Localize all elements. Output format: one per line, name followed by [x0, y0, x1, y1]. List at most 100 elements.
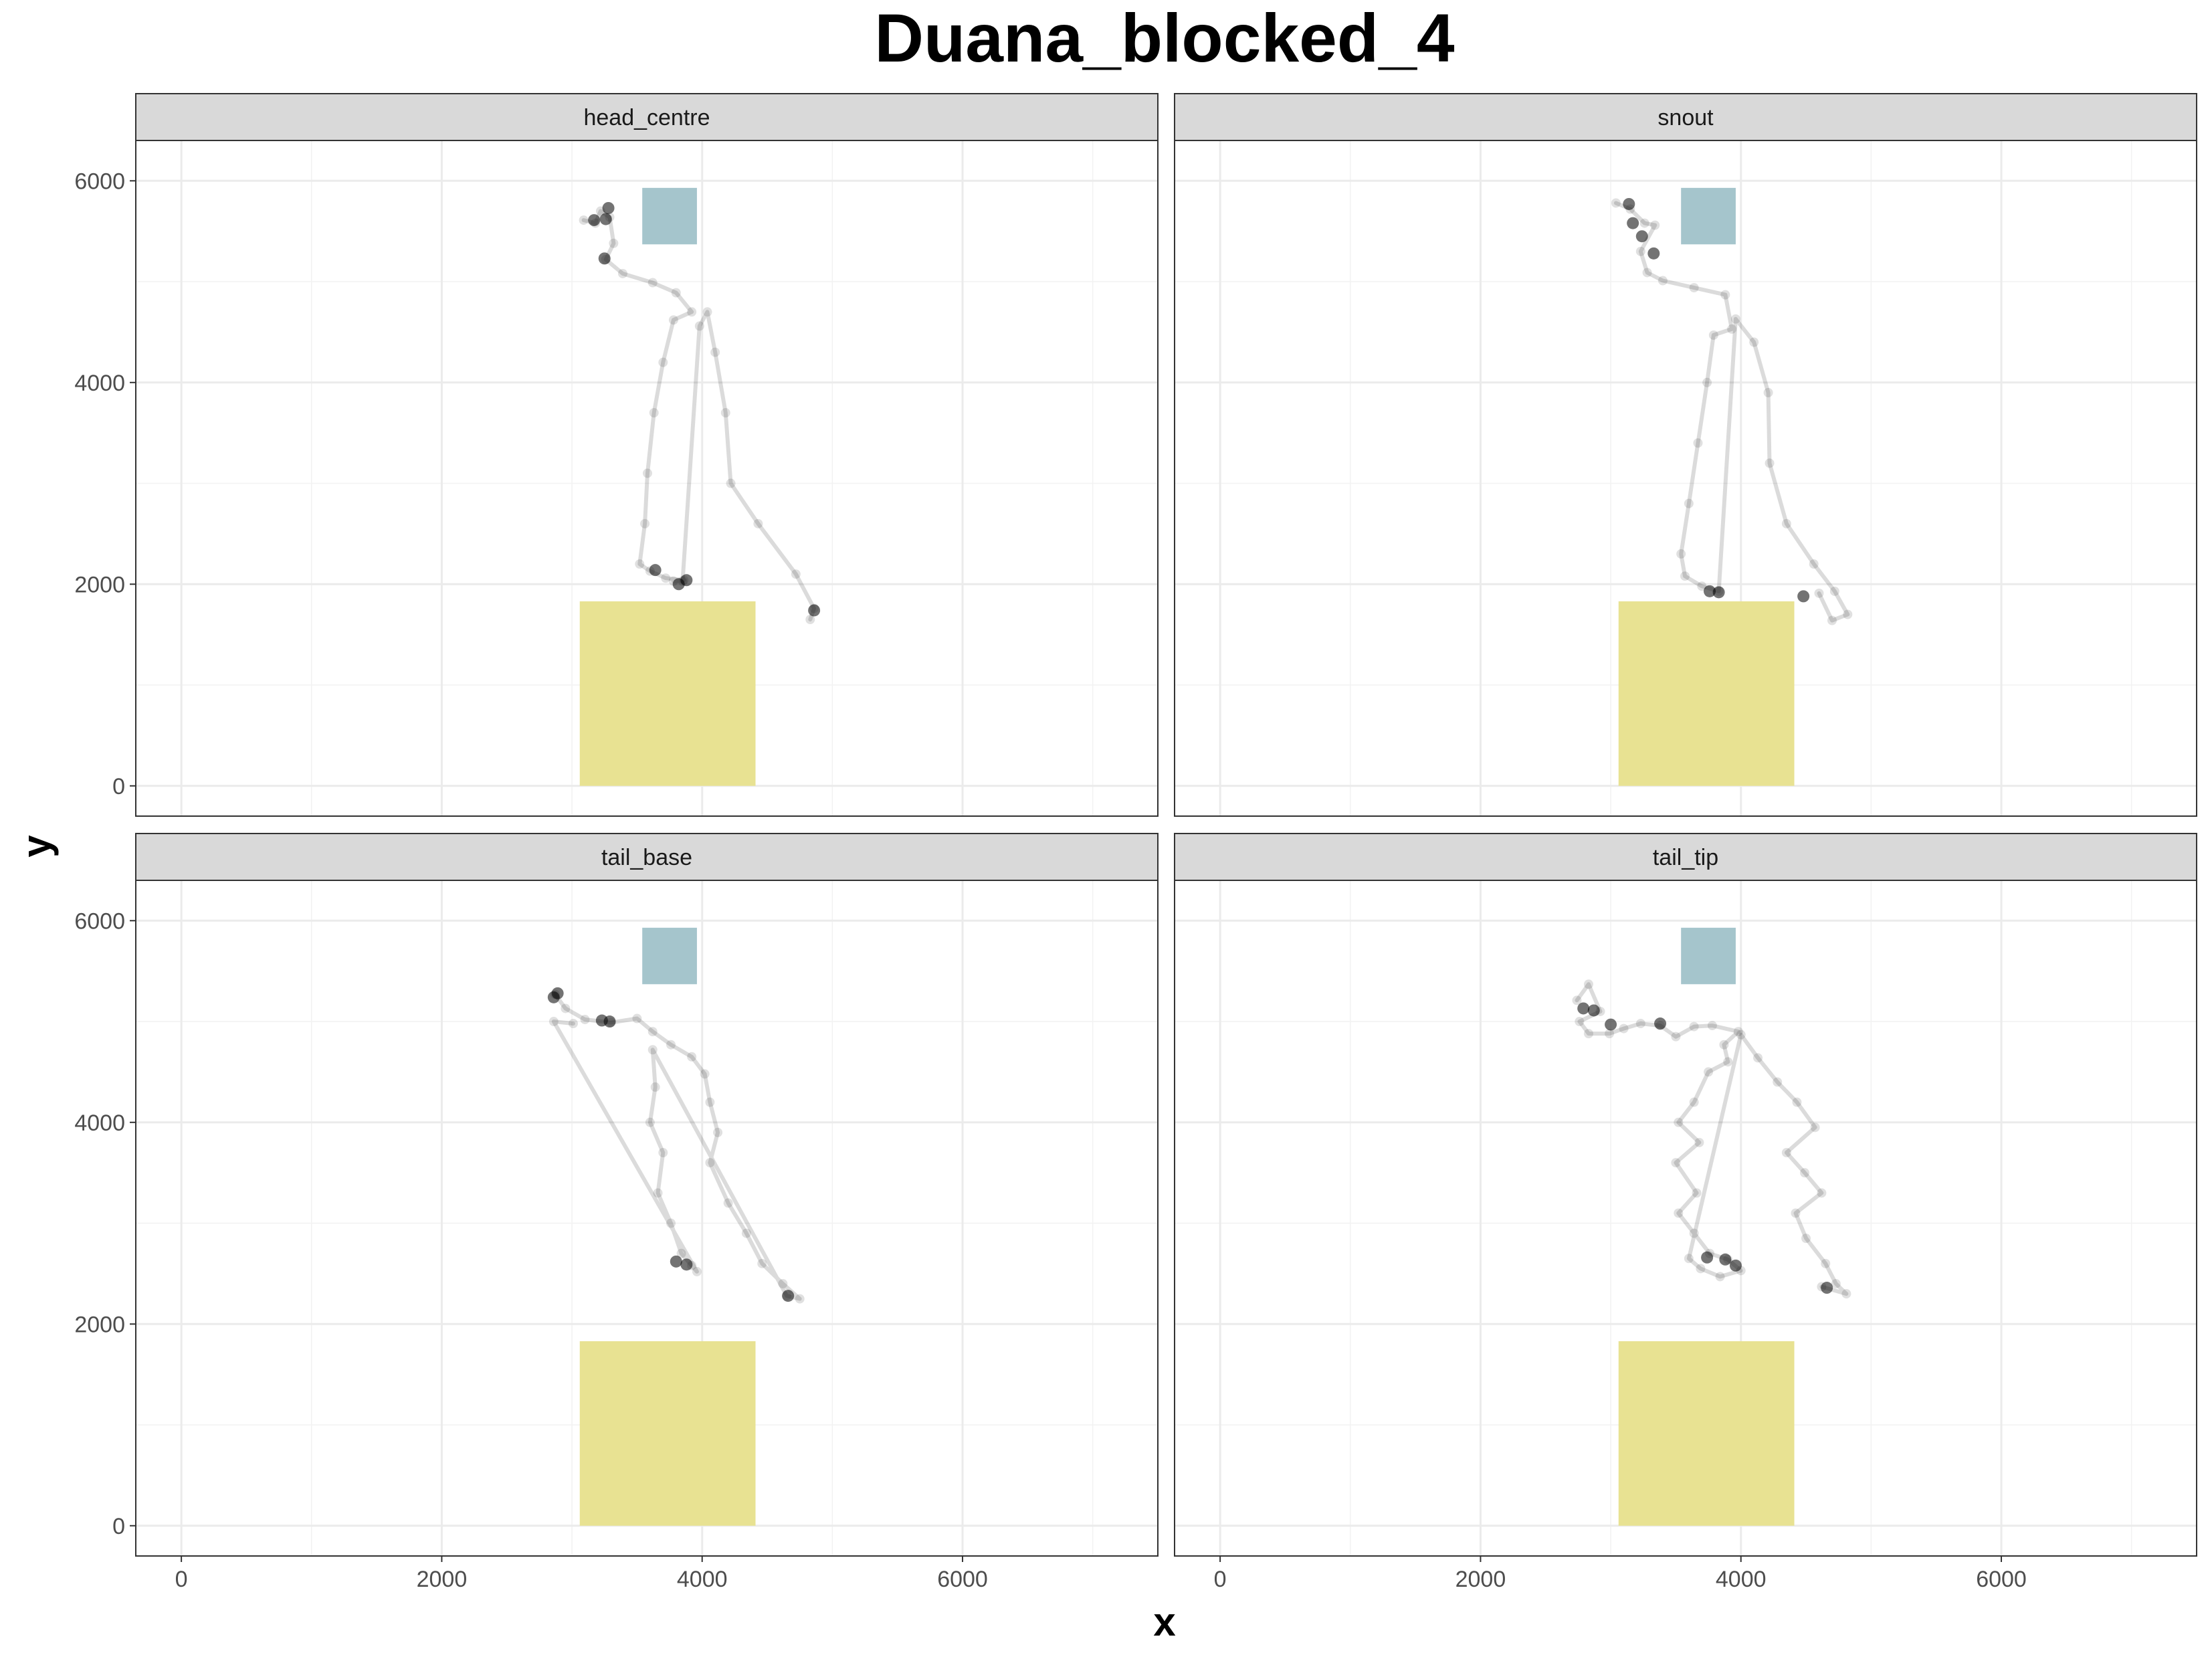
data-point	[1708, 330, 1718, 340]
data-point	[666, 1040, 676, 1050]
dense-point	[782, 1290, 795, 1302]
y-tick-label: 4000	[74, 1110, 125, 1136]
data-point	[1572, 995, 1582, 1005]
facet-panel-tail-tip: tail_tip 0 2000 4000 6000	[1174, 833, 2197, 1592]
data-point	[1575, 1017, 1585, 1027]
data-point	[1821, 1258, 1831, 1268]
dense-point	[1627, 217, 1639, 229]
y-tick-label: 0	[112, 1514, 125, 1539]
data-point	[1693, 438, 1703, 448]
data-point	[1583, 1029, 1593, 1039]
dense-point	[808, 604, 821, 617]
data-point	[1689, 1097, 1699, 1107]
data-point	[658, 1148, 668, 1158]
chart-title: Duana_blocked_4	[874, 0, 1455, 76]
data-point	[1763, 387, 1773, 397]
data-point	[1723, 1057, 1733, 1067]
data-point	[645, 1117, 655, 1127]
data-point	[741, 1228, 751, 1238]
dense-point	[1577, 1002, 1590, 1015]
data-point	[1694, 1137, 1704, 1147]
data-point	[617, 268, 627, 278]
data-point	[723, 1198, 733, 1208]
data-point	[1650, 220, 1660, 230]
data-point	[1635, 1019, 1645, 1029]
data-point	[692, 1266, 702, 1276]
dense-point	[1704, 585, 1716, 597]
data-point	[805, 615, 815, 625]
data-point	[1639, 218, 1649, 228]
data-point	[1730, 314, 1740, 324]
dense-point	[1712, 586, 1725, 599]
facet-strip	[1174, 833, 2197, 881]
data-point	[1684, 1254, 1694, 1264]
data-point	[1676, 549, 1686, 559]
data-point	[1765, 458, 1775, 468]
data-point	[1843, 609, 1853, 619]
y-tick-label: 6000	[74, 169, 125, 194]
data-point	[548, 1017, 559, 1027]
x-axis-title: x	[1153, 1599, 1175, 1644]
data-point	[1611, 198, 1621, 208]
x-tick-label: 4000	[677, 1567, 728, 1592]
data-point	[1827, 615, 1837, 625]
data-point	[1674, 1117, 1684, 1127]
data-point	[661, 573, 671, 583]
y-tick-label: 0	[112, 774, 125, 799]
dense-point	[649, 564, 662, 577]
data-point	[647, 278, 658, 288]
data-point	[791, 569, 801, 579]
data-point	[676, 1248, 686, 1258]
data-point	[647, 1027, 658, 1037]
yellow-zone	[579, 601, 756, 786]
data-point	[671, 288, 681, 298]
data-point	[1773, 1077, 1783, 1087]
data-point	[753, 518, 763, 528]
y-tick-label: 2000	[74, 572, 125, 597]
data-point	[1727, 324, 1737, 334]
x-tick-label: 6000	[937, 1567, 988, 1592]
x-tick-label: 0	[175, 1567, 188, 1592]
data-point	[713, 1127, 723, 1137]
data-point	[580, 1015, 590, 1025]
data-point	[1635, 246, 1645, 256]
data-point	[1671, 1032, 1681, 1042]
data-point	[1657, 276, 1668, 286]
facet-panels: head_centre 0 2000 4000 6000 snout tail_base 0 2…	[74, 93, 2197, 1592]
dense-point	[680, 1258, 693, 1271]
data-point	[1831, 1278, 1841, 1288]
data-point	[1829, 586, 1839, 596]
dense-point	[1701, 1251, 1714, 1264]
facet-strip-label: tail_tip	[1653, 845, 1718, 870]
data-point	[1749, 337, 1759, 347]
facet-strip	[135, 93, 1159, 141]
facet-strip-label: head_centre	[583, 105, 710, 130]
y-axis-title: y	[14, 835, 59, 858]
data-point	[1696, 1264, 1706, 1274]
data-point	[1791, 1208, 1801, 1218]
facet-strip-label: snout	[1657, 105, 1714, 130]
data-point	[694, 321, 704, 331]
data-point	[1689, 1021, 1699, 1032]
data-point	[650, 1082, 660, 1092]
dense-point	[1647, 247, 1660, 260]
data-point	[687, 1052, 697, 1062]
data-point	[1781, 518, 1791, 528]
yellow-zone	[579, 1341, 756, 1526]
yellow-zone	[1618, 1341, 1795, 1526]
data-point	[778, 1278, 788, 1288]
panel-border	[1174, 140, 2197, 817]
panel-border	[1174, 880, 2197, 1557]
panel-border	[135, 140, 1159, 817]
y-tick-label: 2000	[74, 1312, 125, 1337]
data-point	[700, 1069, 710, 1079]
data-point	[1753, 1053, 1763, 1063]
data-point	[668, 315, 678, 325]
yellow-zone	[1618, 601, 1795, 786]
data-point	[635, 559, 645, 569]
data-point	[1704, 1067, 1714, 1077]
blue-zone	[642, 927, 697, 985]
data-point	[1680, 571, 1690, 581]
data-point	[1810, 1123, 1820, 1133]
